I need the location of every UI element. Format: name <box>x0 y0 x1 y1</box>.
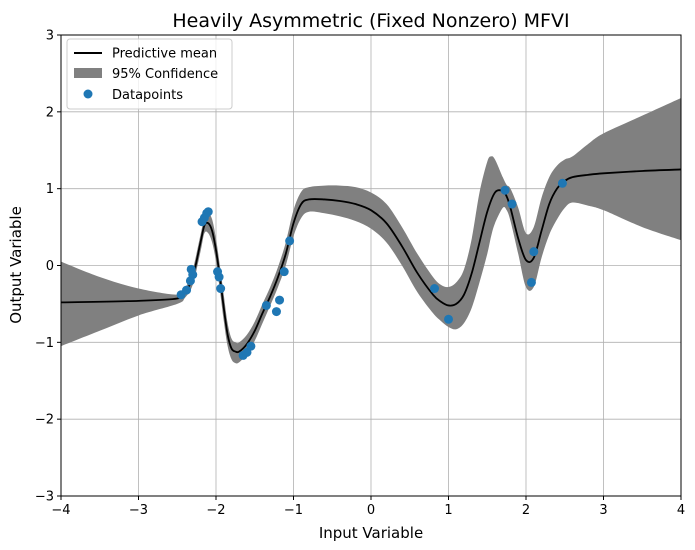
y-tick-label: 3 <box>46 29 54 44</box>
y-tick-label: −2 <box>35 413 54 428</box>
legend-band-swatch <box>74 68 102 78</box>
datapoint <box>214 272 224 282</box>
datapoint <box>507 199 517 209</box>
datapoint <box>188 270 198 280</box>
legend-band-label: 95% Confidence <box>112 67 218 82</box>
datapoint <box>557 178 567 188</box>
legend-mean-label: Predictive mean <box>112 47 217 62</box>
datapoint <box>271 307 281 317</box>
x-tick-label: 2 <box>522 503 530 518</box>
datapoint <box>203 207 213 217</box>
datapoint <box>500 185 510 195</box>
datapoint <box>216 284 226 294</box>
predictive-mean-line <box>60 168 682 354</box>
datapoint <box>246 341 256 351</box>
y-axis-label: Output Variable <box>7 206 25 324</box>
y-tick-label: 2 <box>46 105 54 120</box>
datapoint <box>275 295 285 305</box>
y-tick-label: 1 <box>46 182 54 197</box>
mean-line-layer <box>60 168 682 354</box>
datapoint <box>444 314 453 324</box>
legend-box <box>66 38 233 110</box>
x-axis-ticks: −4 −3 −2 −1 0 1 2 3 4 <box>51 496 685 518</box>
datapoint <box>279 267 289 277</box>
datapoint <box>430 284 440 294</box>
y-tick-label: 0 <box>46 259 54 274</box>
y-tick-label: −3 <box>35 490 54 505</box>
x-tick-label: 3 <box>599 503 607 518</box>
chart-title: Heavily Asymmetric (Fixed Nonzero) MFVI <box>172 10 569 32</box>
datapoint <box>529 247 539 257</box>
x-tick-label: 1 <box>444 503 452 518</box>
datapoints-layer <box>176 178 567 360</box>
x-tick-label: −1 <box>284 503 303 518</box>
legend: Predictive mean 95% Confidence Datapoint… <box>66 38 233 110</box>
y-axis-ticks: −3 −2 −1 0 1 2 3 <box>35 29 61 505</box>
datapoint <box>182 285 192 295</box>
x-tick-label: 4 <box>677 503 685 518</box>
datapoint <box>526 277 536 287</box>
x-tick-label: 0 <box>367 503 375 518</box>
datapoint <box>261 300 271 310</box>
legend-points-swatch <box>83 89 93 99</box>
y-tick-label: −1 <box>35 336 54 351</box>
x-tick-label: −4 <box>51 503 70 518</box>
datapoint <box>285 236 295 246</box>
x-tick-label: −2 <box>206 503 225 518</box>
legend-points-label: Datapoints <box>112 88 183 103</box>
x-tick-label: −3 <box>129 503 148 518</box>
x-axis-label: Input Variable <box>319 524 423 542</box>
